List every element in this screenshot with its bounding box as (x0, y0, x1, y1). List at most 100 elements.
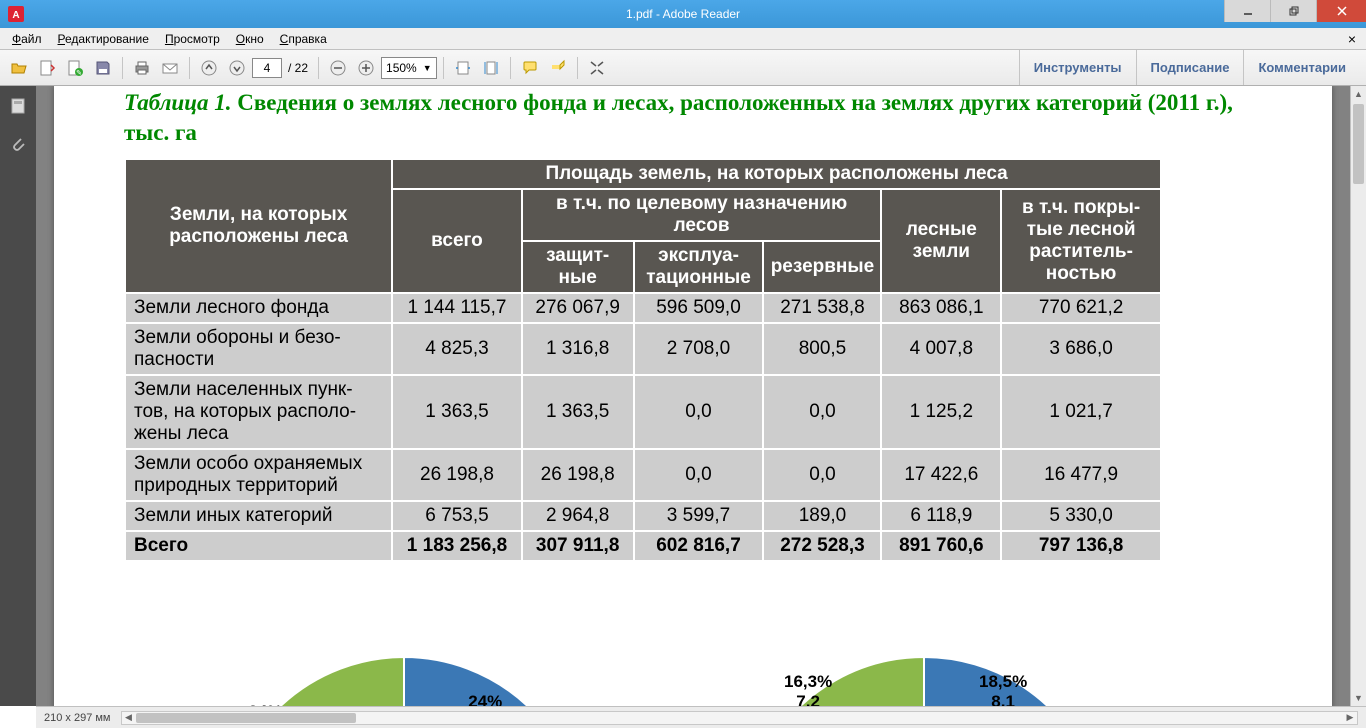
donut-slice-label: 18,5%8,1 (979, 672, 1027, 706)
scroll-up-icon[interactable]: ▲ (1351, 86, 1366, 102)
scroll-down-icon[interactable]: ▼ (1351, 690, 1366, 706)
page-dimensions: 210 x 297 мм (44, 712, 111, 724)
email-icon[interactable] (157, 55, 183, 81)
cell: 5 330,0 (1001, 501, 1161, 531)
tab-comments[interactable]: Комментарии (1243, 50, 1360, 85)
hscroll-right-icon[interactable]: ▶ (1343, 712, 1357, 723)
menu-view[interactable]: Просмотр (157, 32, 228, 46)
total-label: Всего (125, 531, 392, 561)
menu-file[interactable]: Файл (4, 32, 50, 46)
vertical-scrollbar[interactable]: ▲ ▼ (1350, 86, 1366, 706)
cell: 6 118,9 (881, 501, 1001, 531)
chevron-down-icon: ▼ (423, 63, 432, 73)
attachments-icon[interactable] (6, 132, 30, 156)
hscroll-left-icon[interactable]: ◀ (122, 712, 136, 723)
window-controls (1224, 0, 1366, 28)
pdf-page: Таблица 1. Сведения о землях лесного фон… (54, 86, 1332, 706)
cell: 0,0 (763, 375, 881, 449)
cell: 0,0 (634, 375, 764, 449)
table-row: Земли иных категорий6 753,52 964,83 599,… (125, 501, 1161, 531)
page-total-label: / 22 (284, 61, 312, 75)
menubar: Файл Редактирование Просмотр Окно Справк… (0, 28, 1366, 50)
right-tool-tabs: Инструменты Подписание Комментарии (1019, 50, 1360, 85)
window-title: 1.pdf - Adobe Reader (626, 7, 740, 21)
statusbar: 210 x 297 мм ◀ ▶ (36, 706, 1366, 728)
row-label: Земли лесного фонда (125, 293, 392, 323)
cell: 1 363,5 (522, 375, 634, 449)
charts-row: 24%276.124%271.5 18,5%8,1 16,3%7,2 (124, 612, 1262, 706)
cell: 26 198,8 (392, 449, 522, 501)
caption-text: Сведения о землях лесного фонда и лесах,… (124, 90, 1233, 145)
cell: 17 422,6 (881, 449, 1001, 501)
comment-icon[interactable] (517, 55, 543, 81)
table-row: Земли лесного фонда1 144 115,7276 067,95… (125, 293, 1161, 323)
restore-button[interactable] (1270, 0, 1316, 22)
cell: 26 198,8 (522, 449, 634, 501)
zoom-in-icon[interactable] (353, 55, 379, 81)
open-icon[interactable] (6, 55, 32, 81)
cell: 1 183 256,8 (392, 531, 522, 561)
toolbar: ✎ / 22 150% ▼ Инструменты Подписание Комм… (0, 50, 1366, 86)
page-number-input[interactable] (252, 58, 282, 78)
cell: 3 686,0 (1001, 323, 1161, 375)
cell: 1 363,5 (392, 375, 522, 449)
cell: 1 021,7 (1001, 375, 1161, 449)
cell: 596 509,0 (634, 293, 764, 323)
cell: 602 816,7 (634, 531, 764, 561)
menu-help[interactable]: Справка (272, 32, 335, 46)
page-down-icon[interactable] (224, 55, 250, 81)
zoom-select[interactable]: 150% ▼ (381, 57, 437, 79)
data-table: Земли, на которых расположены леса Площа… (124, 158, 1162, 562)
caption-label: Таблица 1. (124, 90, 232, 115)
head-total: всего (392, 189, 522, 293)
cell: 271 538,8 (763, 293, 881, 323)
zoom-out-icon[interactable] (325, 55, 351, 81)
cell: 863 086,1 (881, 293, 1001, 323)
head-lands: Земли, на которых расположены леса (125, 159, 392, 293)
cell: 797 136,8 (1001, 531, 1161, 561)
table-caption: Таблица 1. Сведения о землях лесного фон… (124, 88, 1262, 148)
fit-width-icon[interactable] (450, 55, 476, 81)
save-icon[interactable] (90, 55, 116, 81)
table-row: Земли особо охраняемых природных террито… (125, 449, 1161, 501)
cell: 800,5 (763, 323, 881, 375)
cell: 891 760,6 (881, 531, 1001, 561)
donut-chart-1: 24%276.124%271.5 (204, 612, 604, 706)
cell: 272 528,3 (763, 531, 881, 561)
read-mode-icon[interactable] (584, 55, 610, 81)
fit-page-icon[interactable] (478, 55, 504, 81)
table-total-row: Всего1 183 256,8307 911,8602 816,7272 52… (125, 531, 1161, 561)
donut-slice-label: 16,3%7,2 (784, 672, 832, 706)
cell: 2 708,0 (634, 323, 764, 375)
window-titlebar: A 1.pdf - Adobe Reader (0, 0, 1366, 28)
print-icon[interactable] (129, 55, 155, 81)
document-area[interactable]: Таблица 1. Сведения о землях лесного фон… (36, 86, 1350, 706)
cell: 0,0 (763, 449, 881, 501)
tab-tools[interactable]: Инструменты (1019, 50, 1136, 85)
menu-window[interactable]: Окно (228, 32, 272, 46)
minimize-button[interactable] (1224, 0, 1270, 22)
export-pdf-icon[interactable] (34, 55, 60, 81)
head-protective: защит- ные (522, 241, 634, 293)
tab-sign[interactable]: Подписание (1136, 50, 1244, 85)
create-pdf-icon[interactable]: ✎ (62, 55, 88, 81)
hscroll-thumb[interactable] (136, 713, 356, 723)
zoom-value: 150% (386, 61, 417, 75)
menu-edit[interactable]: Редактирование (50, 32, 157, 46)
scroll-thumb[interactable] (1353, 104, 1364, 184)
horizontal-scrollbar[interactable]: ◀ ▶ (121, 711, 1359, 725)
cell: 6 753,5 (392, 501, 522, 531)
menu-file-rest: айл (21, 32, 41, 46)
cell: 4 007,8 (881, 323, 1001, 375)
page-up-icon[interactable] (196, 55, 222, 81)
table-row: Земли обороны и безо- пасности4 825,31 3… (125, 323, 1161, 375)
cell: 770 621,2 (1001, 293, 1161, 323)
close-button[interactable] (1316, 0, 1366, 22)
highlight-icon[interactable] (545, 55, 571, 81)
cell: 189,0 (763, 501, 881, 531)
close-document-button[interactable]: × (1342, 31, 1362, 47)
head-covered: в т.ч. покры- тые лесной раститель- ност… (1001, 189, 1161, 293)
row-label: Земли населенных пунк- тов, на которых р… (125, 375, 392, 449)
cell: 1 316,8 (522, 323, 634, 375)
thumbnails-icon[interactable] (6, 94, 30, 118)
